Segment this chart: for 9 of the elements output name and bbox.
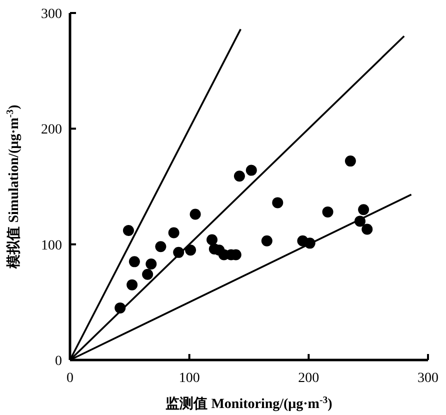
y-tick-label: 200 [41, 122, 62, 138]
x-tick-label: 300 [418, 371, 438, 386]
x-axis-title: 监测值 Monitoring/(μg·m$^{-3}$) [166, 394, 333, 412]
y-tick-label: 100 [41, 238, 62, 254]
x-tick-label: 100 [178, 371, 200, 386]
y-tick-label: 0 [55, 354, 62, 369]
x-tick-label: 0 [66, 371, 74, 386]
y-tick-label: 300 [41, 7, 62, 22]
x-tick-label: 200 [298, 371, 320, 386]
